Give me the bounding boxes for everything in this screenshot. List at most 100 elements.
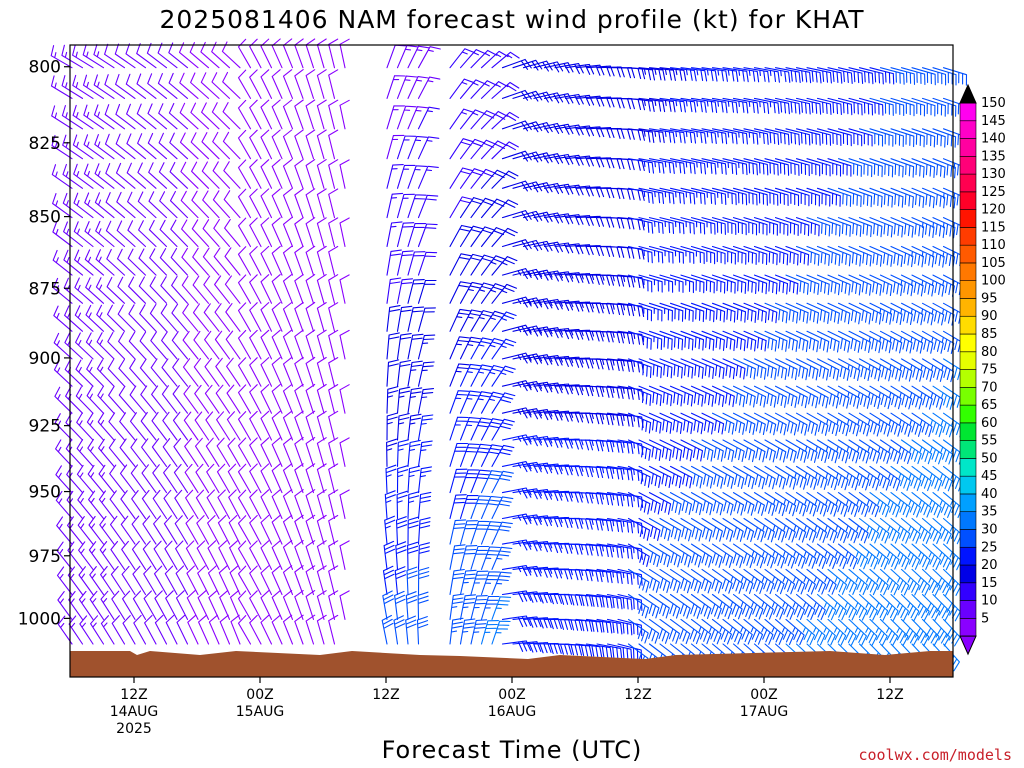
wind-barb xyxy=(383,540,396,570)
wind-barb xyxy=(911,492,932,518)
wind-barb xyxy=(459,109,486,130)
wind-barb xyxy=(795,412,818,436)
wind-barb xyxy=(890,128,915,148)
wind-barb xyxy=(774,492,797,517)
wind-barb xyxy=(282,69,294,99)
wind-barb xyxy=(827,465,849,491)
wind-barb xyxy=(470,520,490,545)
wind-barb xyxy=(203,303,220,332)
wind-barb xyxy=(533,212,563,224)
colorbar-swatch xyxy=(959,244,977,264)
wind-barb xyxy=(249,188,262,219)
wind-barb xyxy=(72,44,94,69)
wind-barb xyxy=(396,278,414,304)
wind-barb xyxy=(648,97,676,113)
wind-barb xyxy=(480,337,505,360)
wind-barb xyxy=(169,190,189,219)
wind-barb xyxy=(83,163,105,189)
wind-barb xyxy=(294,274,304,304)
wind-barb xyxy=(869,543,890,570)
wind-barb xyxy=(522,617,552,629)
wind-barb xyxy=(491,392,516,414)
wind-barb xyxy=(680,385,704,407)
wind-barb xyxy=(848,439,870,464)
wind-barb xyxy=(249,357,262,387)
wind-barb xyxy=(858,330,882,354)
wind-barb xyxy=(328,437,339,467)
wind-barb xyxy=(491,521,513,545)
wind-barb xyxy=(753,543,775,569)
wind-barb xyxy=(638,158,665,174)
wind-barb xyxy=(564,272,594,285)
wind-barb xyxy=(942,568,962,596)
wind-barb xyxy=(294,410,304,441)
wind-barb xyxy=(417,165,439,189)
wind-barb xyxy=(827,385,850,409)
wind-barb xyxy=(732,97,759,114)
wind-barb xyxy=(911,330,934,354)
wind-barb xyxy=(459,197,485,219)
wind-barb xyxy=(104,104,126,130)
wind-barb xyxy=(795,439,818,463)
wind-barb xyxy=(127,248,147,276)
wind-barb xyxy=(564,593,593,607)
wind-barb xyxy=(680,543,702,568)
wind-barb xyxy=(543,437,573,449)
wind-barb xyxy=(260,129,273,160)
wind-barb xyxy=(449,390,470,414)
wind-barb xyxy=(316,274,327,304)
wind-barb xyxy=(100,615,115,645)
wind-barb xyxy=(206,463,220,494)
wind-barb xyxy=(143,565,157,596)
wind-barb xyxy=(153,515,168,545)
wind-barb xyxy=(711,385,735,408)
wind-barb xyxy=(396,222,415,248)
wind-barb xyxy=(701,97,728,114)
wind-barb xyxy=(753,217,778,236)
wind-barb xyxy=(108,412,126,441)
wind-barb xyxy=(774,439,797,463)
wind-barb xyxy=(316,38,327,69)
wind-barb xyxy=(179,132,199,160)
wind-barb xyxy=(690,517,713,542)
wind-barb xyxy=(470,495,491,520)
wind-barb xyxy=(764,330,788,352)
wind-barb xyxy=(837,217,862,237)
wind-barb xyxy=(417,491,432,520)
colorbar-swatch xyxy=(959,475,977,495)
wind-barb xyxy=(827,128,852,147)
wind-barb xyxy=(449,224,473,248)
wind-barb xyxy=(328,384,339,414)
wind-barb xyxy=(180,190,199,219)
wind-barb xyxy=(182,330,199,360)
wind-barb xyxy=(407,76,429,99)
wind-barb xyxy=(785,274,809,295)
wind-barb xyxy=(417,440,433,467)
wind-barb xyxy=(659,618,680,644)
wind-barb xyxy=(848,568,868,596)
wind-barb xyxy=(806,158,831,177)
wind-barb xyxy=(848,217,872,238)
wind-barb xyxy=(711,245,736,265)
wind-barb xyxy=(110,540,126,570)
wind-barb xyxy=(53,332,73,360)
wind-barb xyxy=(249,99,262,130)
colorbar-swatch xyxy=(959,458,977,477)
wind-barb xyxy=(659,158,686,175)
wind-barb xyxy=(396,333,412,360)
wind-barb xyxy=(126,133,147,160)
wind-barb xyxy=(305,99,316,130)
wind-barb xyxy=(827,158,852,177)
colorbar-label: 100 xyxy=(981,274,1006,289)
wind-barb xyxy=(202,219,220,248)
wind-barb xyxy=(77,490,94,520)
wind-barb xyxy=(104,133,126,160)
wind-barb xyxy=(85,277,105,304)
wind-barb xyxy=(224,275,241,304)
wind-barb xyxy=(921,217,946,239)
wind-barb xyxy=(806,187,831,207)
wind-barb xyxy=(305,69,316,99)
wind-barb xyxy=(722,517,744,542)
wind-barb xyxy=(316,217,327,248)
wind-barb xyxy=(837,187,862,208)
